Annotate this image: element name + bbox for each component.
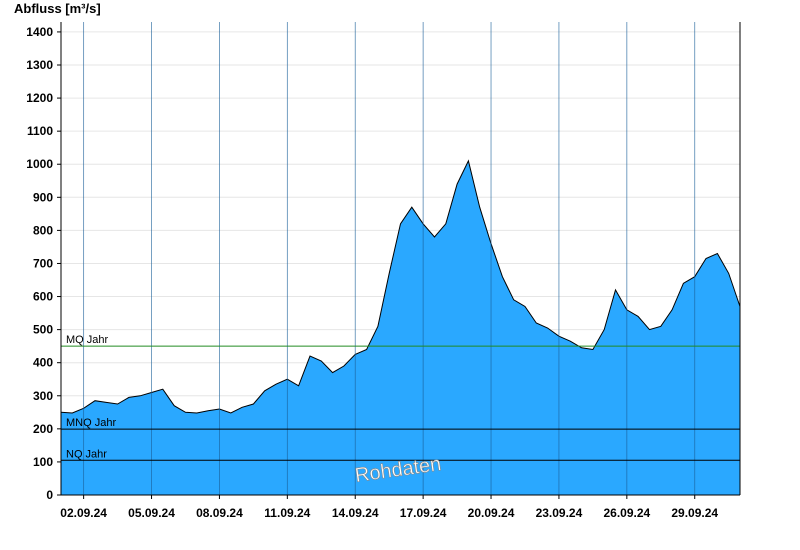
y-tick-label: 500	[33, 323, 53, 337]
reference-lines: MQ Jahr MNQ Jahr NQ Jahr	[61, 334, 740, 461]
axes	[57, 22, 741, 499]
x-tick-label: 17.09.24	[400, 506, 447, 520]
y-tick-label: 1200	[26, 91, 53, 105]
y-axis-title: Abfluss [m³/s]	[14, 1, 101, 16]
y-tick-label: 600	[33, 290, 53, 304]
x-tick-label: 29.09.24	[671, 506, 718, 520]
x-tick-label: 02.09.24	[60, 506, 107, 520]
x-tick-label: 14.09.24	[332, 506, 379, 520]
y-tick-label: 1400	[26, 25, 53, 39]
y-tick-label: 200	[33, 422, 53, 436]
x-tick-labels: 02.09.24 05.09.24 08.09.24 11.09.24 14.09.24…	[60, 506, 718, 520]
reference-line-label: NQ Jahr	[66, 448, 107, 460]
x-tick-label: 08.09.24	[196, 506, 243, 520]
discharge-area-fill	[61, 160, 740, 495]
x-tick-label: 05.09.24	[128, 506, 175, 520]
x-tick-label: 20.09.24	[468, 506, 515, 520]
y-tick-label: 1000	[26, 157, 53, 171]
reference-line-label: MNQ Jahr	[66, 417, 116, 429]
y-tick-label: 400	[33, 356, 53, 370]
y-tick-label: 1300	[26, 58, 53, 72]
y-tick-label: 300	[33, 389, 53, 403]
x-tick-label: 11.09.24	[264, 506, 310, 520]
y-tick-label: 800	[33, 223, 53, 237]
reference-line-label: MQ Jahr	[66, 334, 109, 346]
date-gridlines	[83, 22, 696, 495]
discharge-area	[60, 159, 741, 495]
x-tick-label: 23.09.24	[536, 506, 583, 520]
y-tick-label: 900	[33, 190, 53, 204]
y-tick-label: 100	[33, 455, 53, 469]
x-tick-label: 26.09.24	[603, 506, 650, 520]
y-tick-label: 700	[33, 256, 53, 270]
y-tick-label: 1100	[27, 124, 53, 138]
y-tick-label: 0	[46, 488, 53, 502]
y-tick-labels: 0 100 200 300 400 500 600 700 800 900 1000 1100 1200…	[26, 25, 53, 502]
